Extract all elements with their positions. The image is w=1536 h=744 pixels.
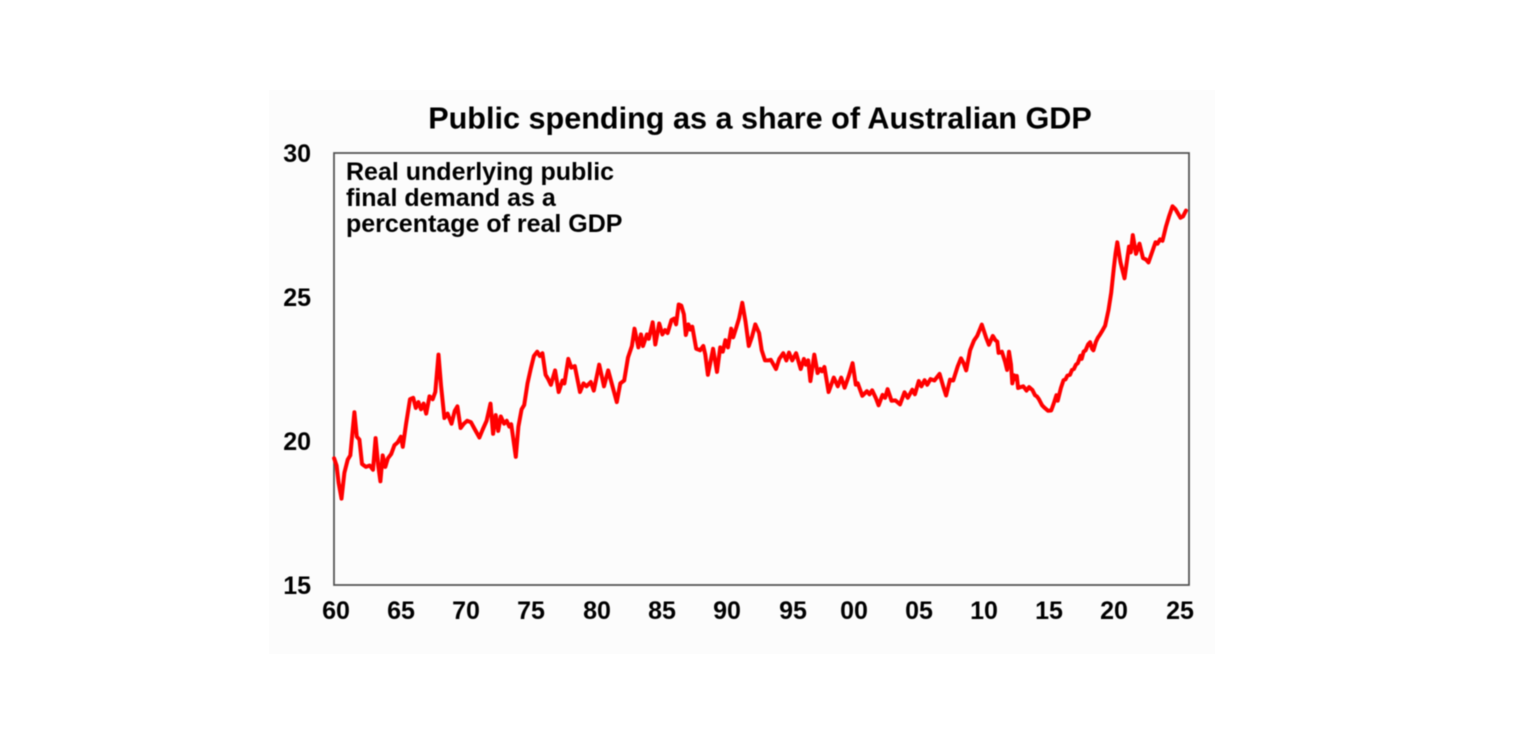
svg-text:15: 15	[1035, 597, 1063, 625]
svg-text:Real underlying public: Real underlying public	[346, 158, 614, 186]
svg-text:90: 90	[713, 597, 741, 625]
svg-text:10: 10	[970, 597, 998, 625]
svg-text:15: 15	[283, 572, 311, 600]
svg-text:20: 20	[1100, 597, 1128, 625]
svg-text:65: 65	[387, 597, 415, 625]
svg-text:60: 60	[322, 597, 350, 625]
svg-text:final demand as a: final demand as a	[346, 184, 557, 212]
svg-text:Public spending as a share of: Public spending as a share of Australian…	[428, 102, 1092, 136]
svg-text:80: 80	[583, 597, 611, 625]
svg-text:85: 85	[648, 597, 676, 625]
svg-text:00: 00	[840, 597, 868, 625]
svg-text:75: 75	[517, 597, 545, 625]
svg-text:percentage of real GDP: percentage of real GDP	[346, 210, 622, 238]
svg-text:95: 95	[779, 597, 807, 625]
svg-text:05: 05	[905, 597, 933, 625]
svg-text:70: 70	[452, 597, 480, 625]
svg-text:25: 25	[283, 284, 311, 312]
svg-text:30: 30	[283, 140, 311, 168]
svg-text:20: 20	[283, 428, 311, 456]
svg-text:25: 25	[1166, 597, 1194, 625]
